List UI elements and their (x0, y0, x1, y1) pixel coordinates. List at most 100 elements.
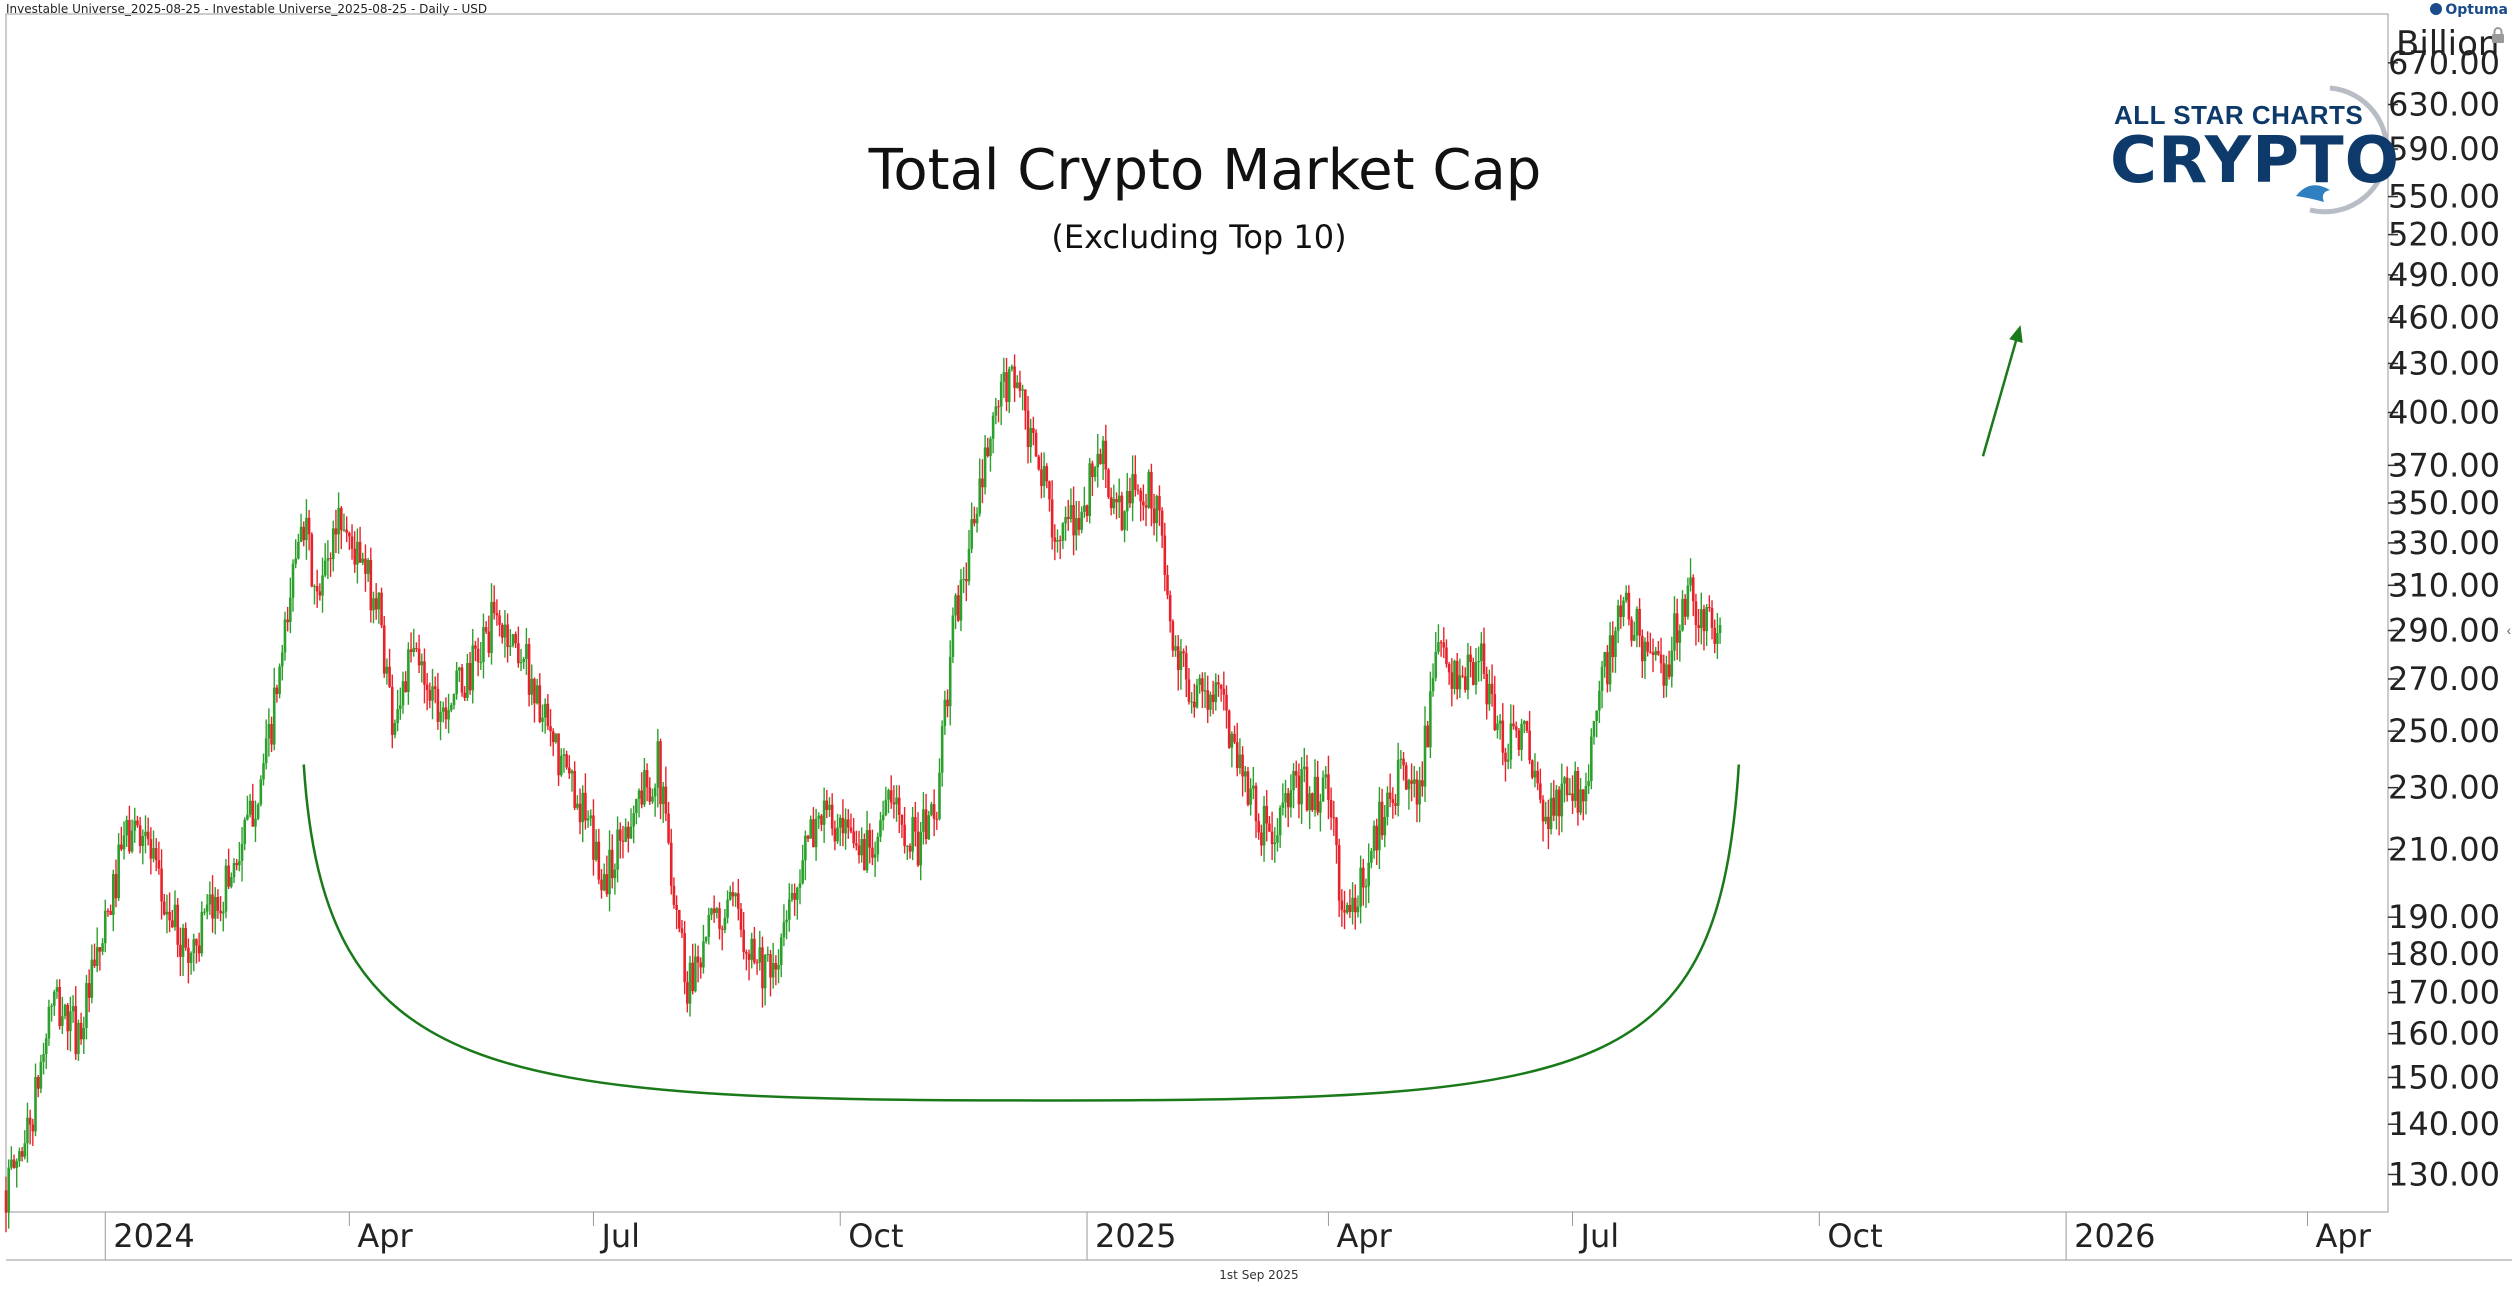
y-tick-label: 460.00 (2388, 299, 2500, 337)
candle-body (1463, 676, 1467, 690)
candle-body (876, 836, 880, 855)
candle-body (1391, 799, 1395, 804)
candle-body (991, 415, 995, 439)
candle-body (1109, 497, 1113, 509)
candle-body (1222, 688, 1226, 695)
candle-body (908, 845, 912, 852)
candle-body (1547, 816, 1550, 830)
candle-body (1321, 777, 1325, 802)
candle-body (576, 803, 579, 808)
candle-body (468, 662, 472, 691)
candle-body (1563, 777, 1566, 784)
candle-body (248, 800, 252, 815)
candle-body (1514, 726, 1518, 731)
candle-body (436, 688, 440, 722)
candle-body (533, 678, 536, 704)
candle-body (246, 814, 249, 820)
candle-body (1010, 366, 1014, 370)
candle-body (1461, 675, 1464, 677)
candle-body (254, 818, 257, 827)
candle-body (1590, 736, 1593, 782)
candle-body (1273, 842, 1277, 845)
candle-body (1683, 598, 1687, 617)
candle-body (165, 911, 169, 915)
candle-body (184, 927, 188, 948)
candle-body (884, 799, 888, 816)
candle-body (959, 579, 963, 621)
candle-body (61, 1016, 64, 1026)
candle-body (154, 848, 158, 861)
candle-body (342, 529, 346, 531)
candle-body (1587, 781, 1590, 786)
candle-body (1254, 785, 1258, 822)
candle-body (814, 818, 818, 848)
candle-body (1203, 690, 1207, 692)
candle-body (836, 827, 839, 842)
candle-body (895, 797, 898, 805)
candle-body (1101, 440, 1105, 465)
candle-body (369, 559, 373, 611)
candle-body (1471, 662, 1475, 685)
candle-body (1286, 793, 1290, 808)
candle-body (1689, 577, 1692, 586)
lock-icon[interactable] (2490, 26, 2506, 44)
candle-body (101, 943, 104, 952)
candle-body (1646, 641, 1649, 652)
candle-body (87, 983, 91, 998)
candle-body (1560, 783, 1564, 817)
candle-body (1024, 389, 1027, 411)
candle-body (1206, 690, 1210, 710)
candle-body (1311, 793, 1314, 811)
cursor-date-footer: 1st Sep 2025 (1219, 1268, 1299, 1282)
candle-body (549, 726, 552, 732)
candle-body (1187, 679, 1191, 702)
candle-body (511, 634, 515, 646)
candle-body (211, 894, 214, 919)
candle-body (1072, 504, 1075, 536)
candle-body (812, 819, 815, 848)
candle-body (1066, 517, 1070, 520)
candle-body (205, 904, 209, 912)
candle-body (981, 478, 984, 488)
y-tick-label: 150.00 (2388, 1058, 2500, 1096)
candle-body (881, 815, 885, 821)
candle-body (852, 831, 855, 844)
collapse-panel-icon[interactable]: ‹ (2506, 622, 2512, 638)
candle-body (251, 800, 255, 827)
candle-body (621, 840, 625, 842)
candle-body (1557, 789, 1561, 817)
candle-body (863, 839, 866, 871)
candle-body (669, 842, 673, 886)
candle-body (492, 601, 496, 614)
candle-body (1718, 625, 1722, 634)
candle-body (1195, 684, 1199, 708)
candle-body (1217, 682, 1220, 685)
candle-body (1407, 780, 1411, 790)
candle-body (396, 709, 399, 724)
candle-body (1176, 646, 1180, 670)
logo-ring-icon (2296, 85, 2390, 215)
candle-body (1488, 683, 1491, 705)
candle-body (527, 643, 531, 695)
candle-body (1158, 496, 1161, 511)
candle-body (1614, 630, 1617, 658)
candle-body (1458, 675, 1462, 690)
candle-body (90, 959, 94, 998)
candle-body (213, 896, 217, 919)
candle-body (128, 819, 131, 852)
candle-body (948, 656, 952, 707)
candle-body (822, 800, 826, 825)
candle-body (562, 754, 566, 756)
candle-body (1686, 585, 1690, 617)
candle-body (1482, 643, 1486, 674)
candle-body (672, 885, 676, 905)
candle-body (667, 813, 670, 843)
candle-body (417, 648, 421, 666)
candle-body (932, 804, 936, 819)
x-tick-label: Jul (599, 1217, 640, 1255)
candle-body (1356, 906, 1360, 913)
plot-frame (5, 13, 2389, 1213)
candle-body (1327, 774, 1330, 801)
candle-body (1262, 805, 1266, 846)
